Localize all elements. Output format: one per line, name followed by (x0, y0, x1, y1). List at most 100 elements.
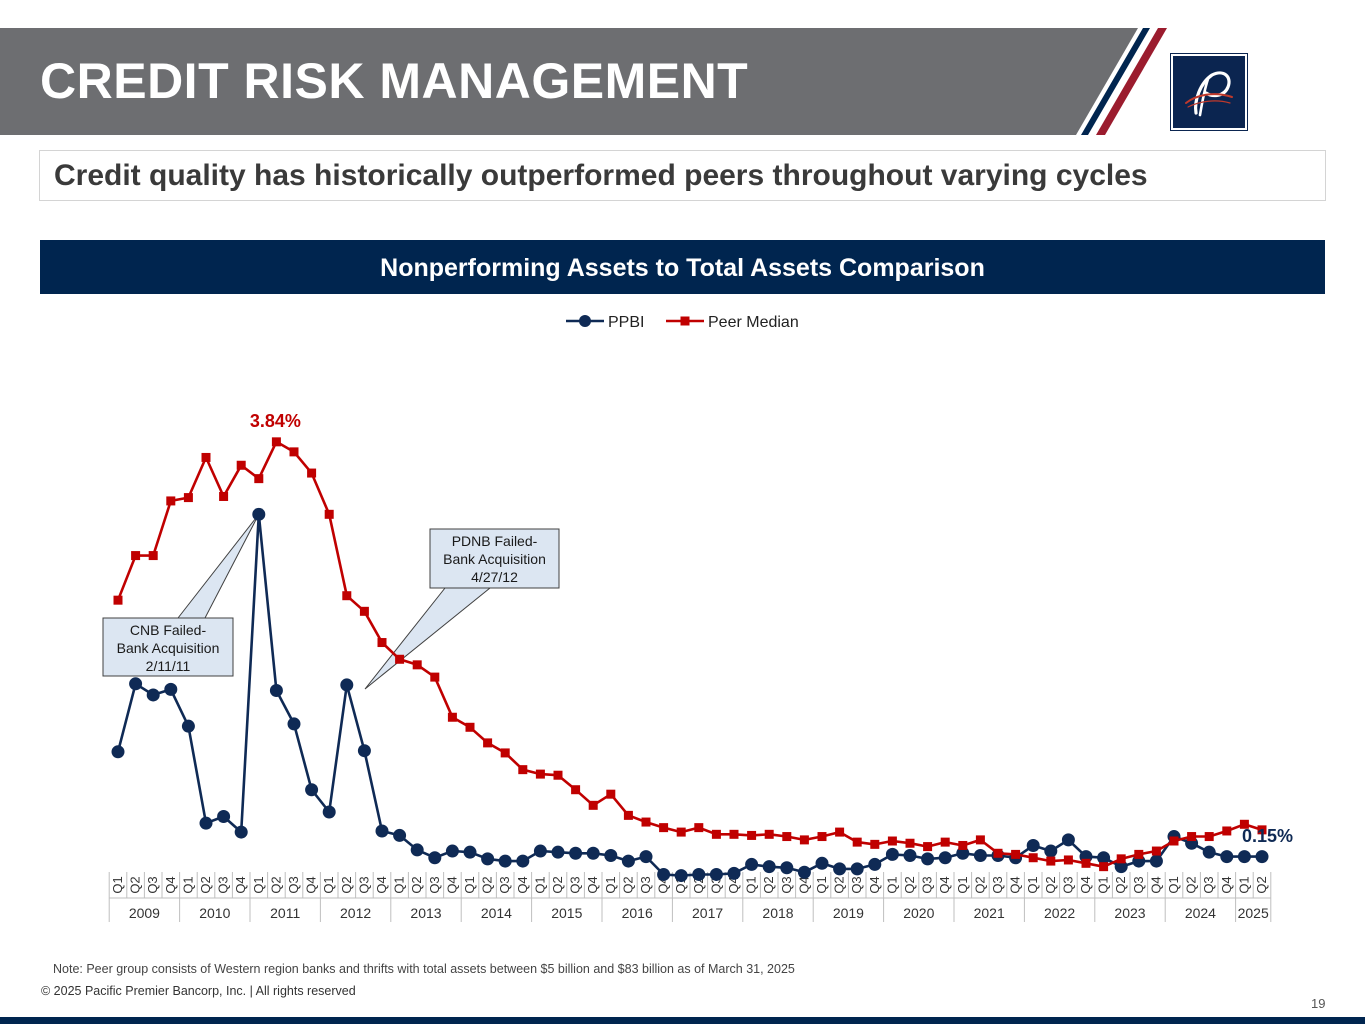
callout-text: 2/11/11 (146, 658, 191, 674)
x-tick-quarter: Q3 (356, 876, 371, 893)
data-point (322, 805, 336, 819)
data-point (146, 688, 160, 702)
data-point (269, 683, 283, 697)
x-tick-quarter: Q2 (268, 876, 283, 893)
data-point (342, 591, 352, 601)
x-tick-quarter: Q3 (1201, 876, 1216, 893)
data-point (835, 827, 845, 837)
data-point (1134, 849, 1144, 859)
data-point (923, 842, 933, 852)
x-tick-quarter: Q4 (1219, 876, 1234, 893)
x-tick-quarter: Q4 (515, 876, 530, 893)
data-point (975, 835, 985, 845)
footnote: Note: Peer group consists of Western reg… (53, 962, 795, 976)
data-point (711, 829, 721, 839)
data-point (1044, 844, 1058, 858)
x-tick-year: 2009 (129, 905, 160, 921)
data-point (657, 867, 671, 881)
callout-box (429, 528, 560, 589)
data-point (551, 845, 565, 859)
data-point (289, 447, 299, 457)
x-tick-quarter: Q1 (955, 876, 970, 893)
x-tick-quarter: Q4 (1078, 876, 1093, 893)
x-tick-year: 2023 (1114, 905, 1145, 921)
data-point (129, 677, 143, 691)
data-point (588, 800, 598, 810)
data-point (254, 474, 264, 484)
x-tick-quarter: Q1 (1236, 876, 1251, 893)
x-tick-year: 2016 (622, 905, 653, 921)
x-tick-quarter: Q2 (198, 876, 213, 893)
data-point (764, 829, 774, 839)
legend-marker (680, 316, 690, 326)
data-point (674, 869, 688, 883)
data-point (797, 865, 811, 879)
data-point (305, 783, 319, 797)
data-point (694, 823, 704, 833)
chart-legend: PPBI Peer Median (566, 314, 799, 331)
data-point (1116, 854, 1126, 864)
data-point (166, 496, 176, 506)
data-point (410, 843, 424, 857)
data-point (1081, 858, 1091, 868)
callout-pointer (176, 514, 260, 619)
x-tick-quarter: Q4 (1008, 876, 1023, 893)
x-tick-quarter: Q4 (796, 876, 811, 893)
copyright: © 2025 Pacific Premier Bancorp, Inc. | A… (41, 984, 356, 998)
data-point (1097, 851, 1111, 865)
data-point (236, 460, 246, 470)
data-point (447, 712, 457, 722)
x-tick-quarter: Q2 (1043, 876, 1058, 893)
callout-text: Bank Acquisition (117, 640, 220, 656)
data-point (1202, 845, 1216, 859)
x-tick-quarter: Q4 (726, 876, 741, 893)
header-band (0, 28, 1167, 135)
x-tick-quarter: Q4 (656, 876, 671, 893)
legend-label: PPBI (608, 314, 644, 331)
data-point (621, 854, 635, 868)
data-point (181, 719, 195, 733)
x-tick-quarter: Q2 (1184, 876, 1199, 893)
data-point (569, 846, 583, 860)
data-point (958, 840, 968, 850)
data-point (500, 748, 510, 758)
x-tick-quarter: Q2 (550, 876, 565, 893)
data-point (833, 862, 847, 876)
data-point (606, 789, 616, 799)
data-point (1222, 826, 1232, 836)
x-tick-quarter: Q3 (216, 876, 231, 893)
data-point (217, 809, 231, 823)
x-tick-quarter: Q4 (163, 876, 178, 893)
x-tick-quarter: Q2 (339, 876, 354, 893)
legend-marker (579, 315, 591, 327)
data-point (357, 744, 371, 758)
data-point (1046, 856, 1056, 866)
x-tick-quarter: Q1 (814, 876, 829, 893)
x-tick-quarter: Q2 (409, 876, 424, 893)
x-tick-quarter: Q1 (392, 876, 407, 893)
subtitle: Credit quality has historically outperfo… (54, 159, 1148, 192)
x-tick-quarter: Q2 (620, 876, 635, 893)
data-point (709, 867, 723, 881)
page-title: CREDIT RISK MANAGEMENT (40, 53, 749, 109)
x-tick-quarter: Q4 (304, 876, 319, 893)
data-point (921, 852, 935, 866)
data-point (571, 785, 581, 795)
data-point (1255, 850, 1269, 864)
legend-item: Peer Median (666, 314, 799, 331)
data-point (324, 509, 334, 519)
callout-box (102, 617, 234, 677)
data-point (1063, 855, 1073, 865)
data-point (1011, 849, 1021, 859)
data-point (659, 823, 669, 833)
data-point (780, 861, 794, 875)
x-tick-quarter: Q2 (128, 876, 143, 893)
data-point (483, 738, 493, 748)
x-tick-year: 2014 (481, 905, 512, 921)
subtitle-box: Credit quality has historically outperfo… (39, 150, 1326, 201)
x-tick-year: 2013 (410, 905, 441, 921)
data-point (956, 846, 970, 860)
x-tick-year: 2010 (199, 905, 230, 921)
data-point (1237, 850, 1251, 864)
x-tick-year: 2025 (1238, 905, 1269, 921)
